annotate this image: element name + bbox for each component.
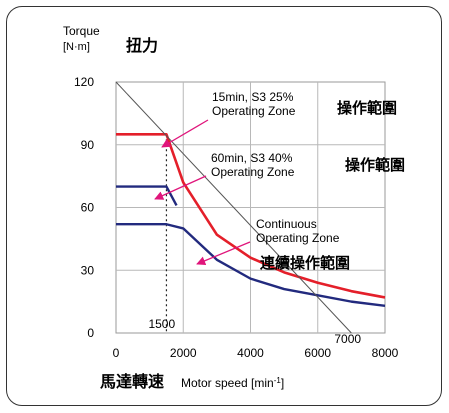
annotation-acont-arrow [196, 241, 251, 266]
series-line-2 [116, 223, 386, 307]
x-axis-label-sup: -1 [274, 376, 282, 385]
y-tick-label: 60 [81, 201, 95, 215]
annotation-a15-line-0: 15min, S3 25% [212, 90, 294, 104]
x-axis-label-cjk: 馬達轉速 [100, 372, 164, 391]
marker-label-1500: 1500 [148, 317, 175, 331]
annotation-a15-cjk: 操作範圍 [337, 99, 397, 117]
x-tick-label: 8000 [372, 346, 399, 360]
y-tick-label: 0 [87, 326, 94, 340]
series-group [115, 81, 386, 334]
annotation-a15-arrow [161, 119, 209, 148]
x-tick-label: 4000 [237, 346, 264, 360]
series-line-1 [116, 185, 178, 206]
x-tick-label: 0 [113, 346, 120, 360]
y-tick-label: 120 [74, 75, 94, 89]
annotation-a60-line-0: 60min, S3 40% [211, 151, 293, 165]
x-axis-label: Motor speed [min-1] [181, 376, 284, 391]
annotation-a60-line-1: Operating Zone [211, 165, 295, 179]
annotation-acont-line-0: Continuous [256, 217, 317, 231]
annotation-acont-cjk: 連續操作範圍 [260, 254, 350, 272]
x-axis-label-text: Motor speed [min [181, 376, 274, 390]
series-line-reference [115, 81, 352, 334]
grid [115, 81, 386, 334]
y-axis-label-cjk: 扭力 [126, 36, 158, 55]
y-tick-label: 30 [81, 263, 95, 277]
annotation-a60-arrow [154, 175, 207, 200]
axes: 0 2000 4000 6000 8000 0 30 60 90 120 1500 7000 [74, 75, 399, 360]
annotation-a15-line-1: Operating Zone [212, 104, 296, 118]
x-axis-label-close: ] [281, 376, 284, 390]
annotation-a60-cjk: 操作範圍 [345, 156, 405, 174]
x-tick-label: 2000 [170, 346, 197, 360]
annotation-acont-line-1: Operating Zone [256, 231, 340, 245]
marker-label-7000: 7000 [334, 332, 361, 346]
series-line-0 [116, 132, 386, 299]
y-axis-label: Torque [63, 24, 100, 38]
y-axis-unit: [N·m] [63, 41, 90, 53]
y-tick-label: 90 [81, 138, 95, 152]
x-tick-label: 6000 [304, 346, 331, 360]
